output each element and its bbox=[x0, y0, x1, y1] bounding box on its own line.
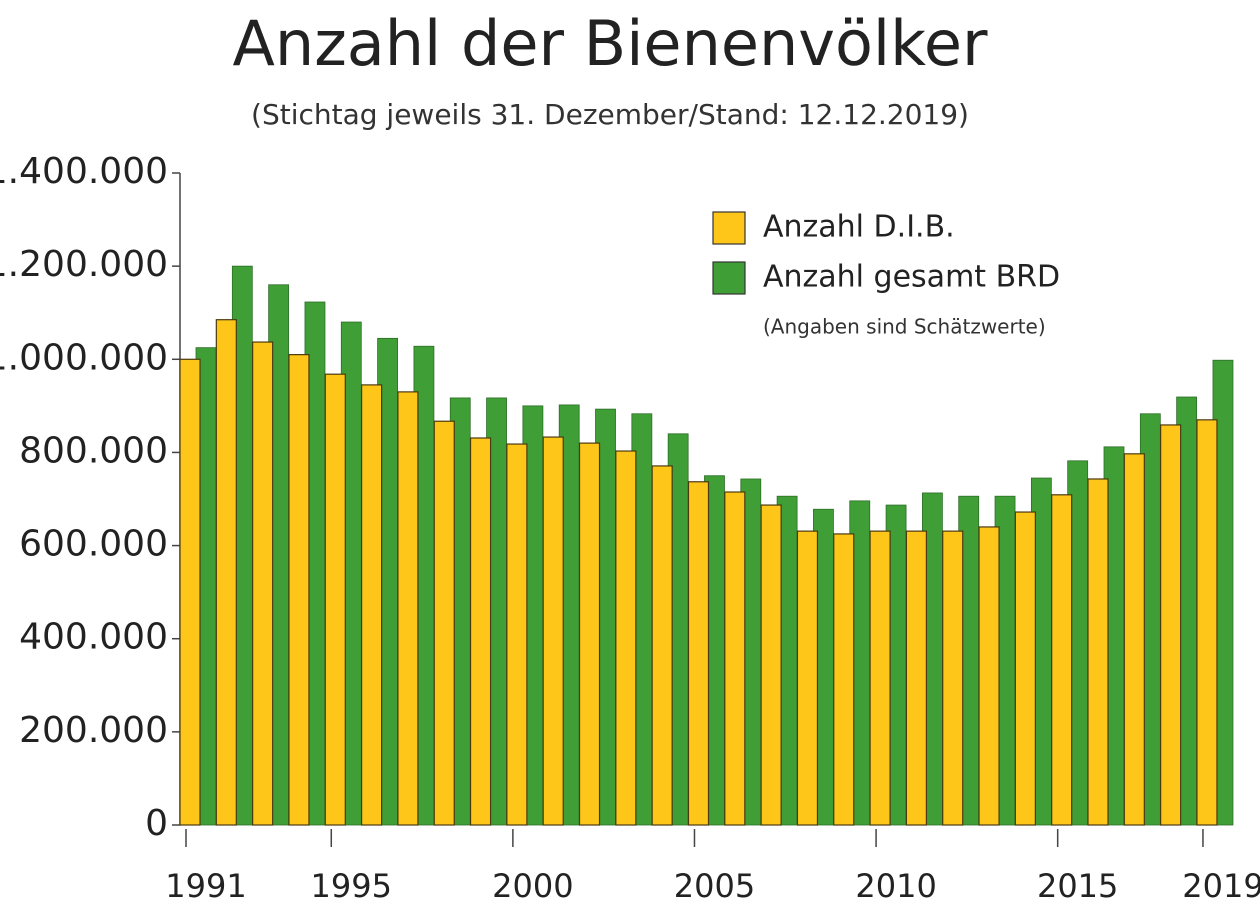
x-tick-label: 2005 bbox=[674, 867, 755, 905]
bar bbox=[1196, 419, 1218, 826]
bar bbox=[506, 443, 528, 826]
bar bbox=[1051, 494, 1073, 826]
bar bbox=[469, 437, 492, 826]
bar bbox=[760, 504, 782, 826]
bar bbox=[724, 491, 746, 826]
y-tick-label: 400.000 bbox=[19, 617, 168, 658]
bar bbox=[796, 530, 819, 826]
legend-swatch bbox=[712, 261, 746, 295]
bar bbox=[942, 530, 964, 826]
bar bbox=[324, 373, 346, 826]
bar bbox=[179, 358, 201, 826]
y-tick-label: 0 bbox=[145, 803, 168, 844]
x-tick-label: 2010 bbox=[855, 867, 936, 905]
legend-note: (Angaben sind Schätzwerte) bbox=[763, 315, 1046, 339]
bar bbox=[288, 354, 310, 826]
x-tick-label: 2015 bbox=[1037, 867, 1118, 905]
x-tick-label: 1991 bbox=[165, 867, 246, 905]
bar bbox=[433, 420, 455, 826]
y-tick-label: 600.000 bbox=[19, 524, 168, 565]
legend-swatch bbox=[712, 211, 746, 245]
bar bbox=[869, 530, 891, 826]
chart-title: Anzahl der Bienenvölker bbox=[233, 7, 988, 80]
y-tick-label: 1.400.000 bbox=[0, 151, 168, 192]
y-tick-label: 1.200.000 bbox=[0, 244, 168, 285]
legend-label: Anzahl D.I.B. bbox=[763, 210, 955, 245]
bar bbox=[397, 391, 419, 826]
bar bbox=[833, 533, 855, 826]
bar bbox=[361, 384, 383, 826]
x-tick-label: 1995 bbox=[311, 867, 392, 905]
bar bbox=[1160, 424, 1182, 826]
x-tick-label: 2000 bbox=[492, 867, 573, 905]
bar bbox=[651, 465, 673, 826]
bar bbox=[615, 450, 637, 826]
bar bbox=[215, 319, 237, 826]
y-tick-label: 1.000.000 bbox=[0, 337, 168, 378]
bar bbox=[1087, 478, 1109, 826]
chart-subtitle: (Stichtag jeweils 31. Dezember/Stand: 12… bbox=[251, 98, 969, 131]
bar bbox=[578, 442, 601, 826]
x-tick-label: 2019 bbox=[1182, 867, 1260, 905]
bar bbox=[978, 526, 1000, 826]
bar bbox=[542, 436, 564, 826]
y-tick-label: 200.000 bbox=[19, 710, 168, 751]
legend-label: Anzahl gesamt BRD bbox=[763, 260, 1060, 295]
y-tick-label: 800.000 bbox=[19, 430, 168, 471]
bar bbox=[687, 481, 710, 826]
bar bbox=[1123, 453, 1145, 826]
bar bbox=[252, 341, 274, 826]
bar bbox=[905, 530, 928, 826]
bar bbox=[1014, 511, 1036, 826]
